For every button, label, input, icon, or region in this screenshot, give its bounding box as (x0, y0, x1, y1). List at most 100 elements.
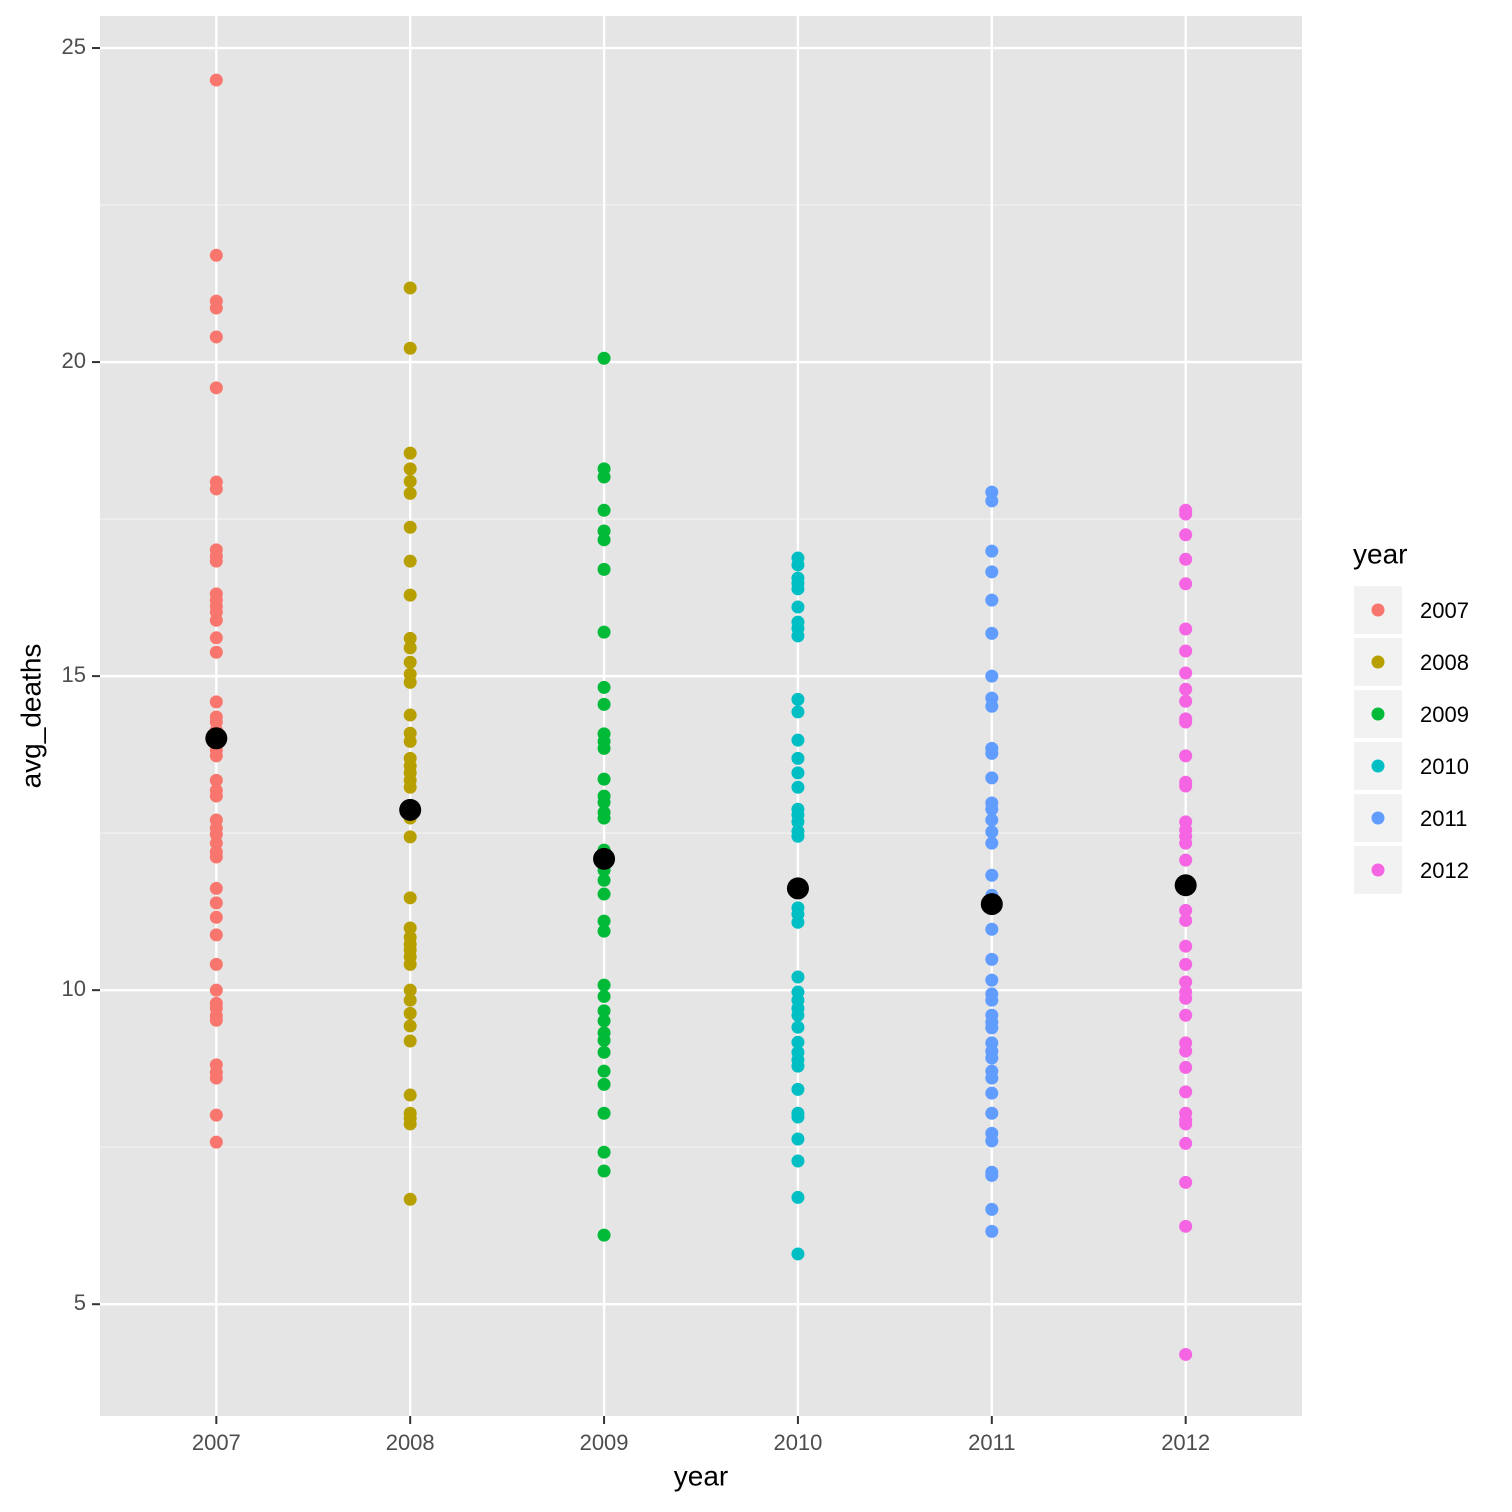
legend-swatch (1371, 655, 1385, 669)
point (1179, 1060, 1193, 1074)
point (1179, 715, 1193, 729)
point (1179, 682, 1193, 696)
mean-point (1174, 874, 1197, 897)
point (597, 625, 611, 639)
point (985, 771, 999, 785)
mean-point (399, 798, 422, 821)
y-tick-label: 5 (74, 1290, 86, 1315)
point (1179, 853, 1193, 867)
point (209, 330, 223, 344)
point (791, 766, 805, 780)
point (209, 73, 223, 87)
mean-point (786, 877, 809, 900)
point (403, 520, 417, 534)
point (791, 1190, 805, 1204)
point (985, 593, 999, 607)
point (209, 789, 223, 803)
point (209, 910, 223, 924)
point (1179, 1008, 1193, 1022)
point (209, 613, 223, 627)
legend-label: 2009 (1420, 702, 1469, 727)
point (209, 1135, 223, 1149)
point (1179, 694, 1193, 708)
point (791, 733, 805, 747)
x-tick-label: 2011 (968, 1430, 1015, 1455)
point (597, 741, 611, 755)
point (1179, 939, 1193, 953)
point (791, 1020, 805, 1034)
point (1179, 622, 1193, 636)
point (985, 669, 999, 683)
x-tick-label: 2009 (580, 1430, 629, 1455)
point (791, 1110, 805, 1124)
point (209, 248, 223, 262)
mean-point (980, 893, 1003, 916)
point (791, 1132, 805, 1146)
point (209, 881, 223, 895)
point (209, 957, 223, 971)
point (1179, 836, 1193, 850)
point (791, 629, 805, 643)
point (985, 699, 999, 713)
point (791, 1008, 805, 1022)
point (985, 973, 999, 987)
point (597, 1145, 611, 1159)
point (209, 983, 223, 997)
x-tick-label: 2008 (386, 1430, 435, 1455)
point (403, 921, 417, 935)
point (597, 887, 611, 901)
point (985, 544, 999, 558)
point (985, 1051, 999, 1065)
point (597, 989, 611, 1003)
point (1179, 957, 1193, 971)
point (1179, 1044, 1193, 1058)
point (597, 772, 611, 786)
point (985, 1168, 999, 1182)
point (597, 533, 611, 547)
point (791, 829, 805, 843)
point (403, 830, 417, 844)
point (403, 631, 417, 645)
point (209, 1071, 223, 1085)
point (597, 795, 611, 809)
point (985, 922, 999, 936)
point (985, 1071, 999, 1085)
point (985, 626, 999, 640)
point (403, 780, 417, 794)
point (1179, 1085, 1193, 1099)
point (403, 1088, 417, 1102)
point (597, 562, 611, 576)
point (1179, 1117, 1193, 1131)
point (209, 301, 223, 315)
legend-label: 2007 (1420, 598, 1469, 623)
point (403, 1034, 417, 1048)
point (209, 631, 223, 645)
point (1179, 779, 1193, 793)
y-axis-title: avg_deaths (15, 644, 46, 789)
point (791, 600, 805, 614)
point (209, 749, 223, 763)
legend-swatch (1371, 811, 1385, 825)
point (403, 341, 417, 355)
point (1179, 1347, 1193, 1361)
mean-point (593, 847, 616, 870)
x-tick-label: 2007 (192, 1430, 241, 1455)
point (597, 351, 611, 365)
point (791, 751, 805, 765)
point (985, 952, 999, 966)
point (403, 474, 417, 488)
point (597, 1228, 611, 1242)
point (985, 494, 999, 508)
point (791, 1247, 805, 1261)
point (791, 915, 805, 929)
point (1179, 507, 1193, 521)
point (403, 891, 417, 905)
point (403, 1117, 417, 1131)
point (403, 957, 417, 971)
point (1179, 975, 1193, 989)
y-tick-label: 15 (62, 662, 86, 687)
point (209, 1013, 223, 1027)
point (597, 1004, 611, 1018)
point (209, 554, 223, 568)
point (597, 978, 611, 992)
